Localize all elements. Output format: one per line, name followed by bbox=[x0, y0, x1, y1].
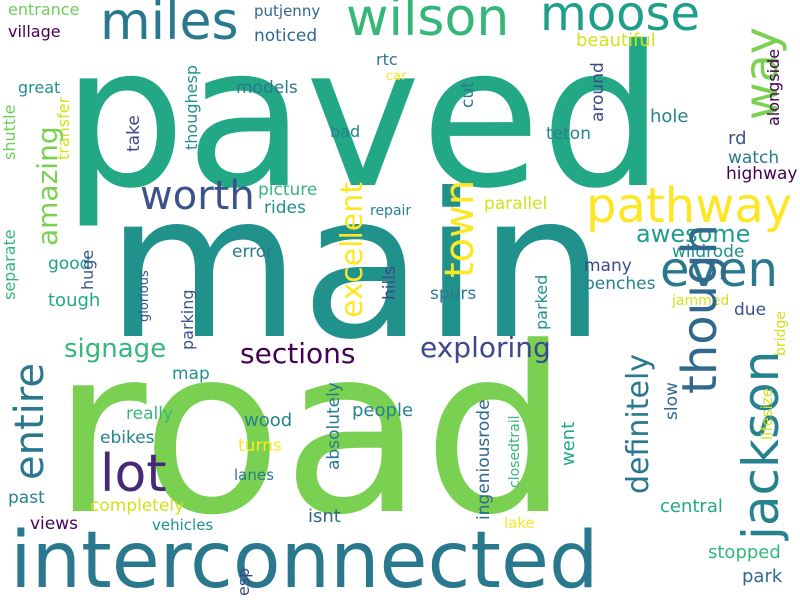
word-due: due bbox=[734, 300, 767, 320]
word-road: road bbox=[52, 299, 570, 566]
word-entire: entire bbox=[7, 363, 53, 480]
word-highway: highway bbox=[726, 164, 798, 184]
word-good: good bbox=[48, 254, 91, 274]
word-rd: rd bbox=[728, 128, 747, 149]
word-excellent: excellent bbox=[335, 181, 370, 318]
word-shuttle: shuttle bbox=[0, 104, 19, 160]
word-isnt: isnt bbox=[308, 506, 341, 527]
word-moose: moose bbox=[540, 0, 701, 42]
word-lanes: lanes bbox=[234, 466, 274, 484]
word-main: main bbox=[106, 151, 606, 384]
word-noticed: noticed bbox=[254, 26, 318, 46]
word-wilson: wilson bbox=[346, 0, 510, 48]
word-past: past bbox=[8, 488, 45, 508]
word-sections: sections bbox=[240, 337, 356, 370]
word-ingeniousrode: ingeniousrode bbox=[474, 399, 494, 520]
word-completely: completely bbox=[90, 496, 185, 516]
word-separate: separate bbox=[0, 229, 19, 300]
word-glorious: glorious bbox=[137, 270, 152, 322]
word-lake: lake bbox=[504, 514, 535, 532]
word-awesome: awesome bbox=[636, 220, 751, 248]
word-many: many bbox=[584, 256, 632, 276]
word-stopped: stopped bbox=[708, 542, 781, 563]
word-esp: esp bbox=[234, 567, 253, 596]
word-central: central bbox=[660, 496, 723, 517]
word-went: went bbox=[558, 421, 579, 466]
word-repair: repair bbox=[370, 203, 412, 219]
word-turns: turns bbox=[238, 436, 282, 456]
word-lifesize: lifesize bbox=[758, 388, 776, 440]
word-entrance: entrance bbox=[8, 0, 80, 19]
word-beautiful: beautiful bbox=[576, 30, 656, 51]
word-picture: picture bbox=[258, 180, 318, 200]
word-jammed: jammed bbox=[672, 293, 730, 309]
word-people: people bbox=[352, 400, 414, 421]
word-worth: worth bbox=[140, 173, 255, 219]
word-though: though bbox=[672, 224, 728, 394]
word-park: park bbox=[742, 566, 783, 587]
word-great: great bbox=[18, 78, 61, 97]
word-pathway: pathway bbox=[586, 178, 793, 234]
word-closedtrail: closedtrail bbox=[507, 415, 523, 488]
word-bad: bad bbox=[330, 122, 361, 141]
word-absolutely: absolutely bbox=[324, 382, 344, 470]
word-take: take bbox=[124, 115, 144, 152]
word-ebikes: ebikes bbox=[100, 428, 155, 448]
word-around: around bbox=[588, 62, 608, 122]
word-putjenny: putjenny bbox=[254, 2, 321, 20]
word-slow: slow bbox=[662, 382, 682, 420]
word-map: map bbox=[172, 364, 210, 384]
word-definitely: definitely bbox=[621, 353, 656, 494]
word-wood: wood bbox=[244, 410, 293, 431]
word-watch: watch bbox=[728, 148, 780, 168]
word-village: village bbox=[8, 22, 61, 41]
word-models: models bbox=[236, 78, 298, 98]
word-huge: huge bbox=[78, 249, 97, 290]
word-lot: lot bbox=[100, 444, 167, 504]
word-spurs: spurs bbox=[430, 284, 477, 304]
word-really: really bbox=[126, 404, 173, 424]
word-exploring: exploring bbox=[420, 331, 551, 364]
word-even: even bbox=[660, 242, 778, 298]
word-signage: signage bbox=[64, 334, 167, 364]
word-benches: benches bbox=[584, 274, 656, 294]
word-hills: hills bbox=[380, 266, 400, 300]
word-vehicles: vehicles bbox=[152, 516, 214, 534]
word-thoughesp: thoughesp bbox=[182, 65, 201, 150]
word-miles: miles bbox=[100, 0, 239, 52]
word-rides: rides bbox=[264, 198, 306, 218]
word-teton: teton bbox=[546, 124, 591, 144]
word-bridge: bridge bbox=[773, 311, 789, 356]
word-hole: hole bbox=[650, 106, 689, 127]
word-parallel: parallel bbox=[484, 194, 548, 214]
word-spurs-parked: parked bbox=[532, 274, 551, 330]
word-tough: tough bbox=[48, 290, 101, 311]
word-alongside: alongside bbox=[764, 48, 783, 126]
word-paved: paved bbox=[62, 4, 665, 231]
word-jackson: jackson bbox=[732, 350, 790, 540]
word-town: town bbox=[437, 179, 483, 278]
word-parking: parking bbox=[178, 289, 197, 350]
word-car: car bbox=[386, 69, 407, 84]
word-rtc: rtc bbox=[376, 50, 398, 69]
word-error: error bbox=[232, 242, 274, 262]
word-interconnected: interconnected bbox=[10, 516, 599, 600]
word-amazing: amazing bbox=[31, 126, 64, 246]
word-cut: cut bbox=[458, 81, 478, 108]
word-views: views bbox=[30, 514, 79, 534]
word-wildrode: wildrode bbox=[672, 242, 745, 262]
